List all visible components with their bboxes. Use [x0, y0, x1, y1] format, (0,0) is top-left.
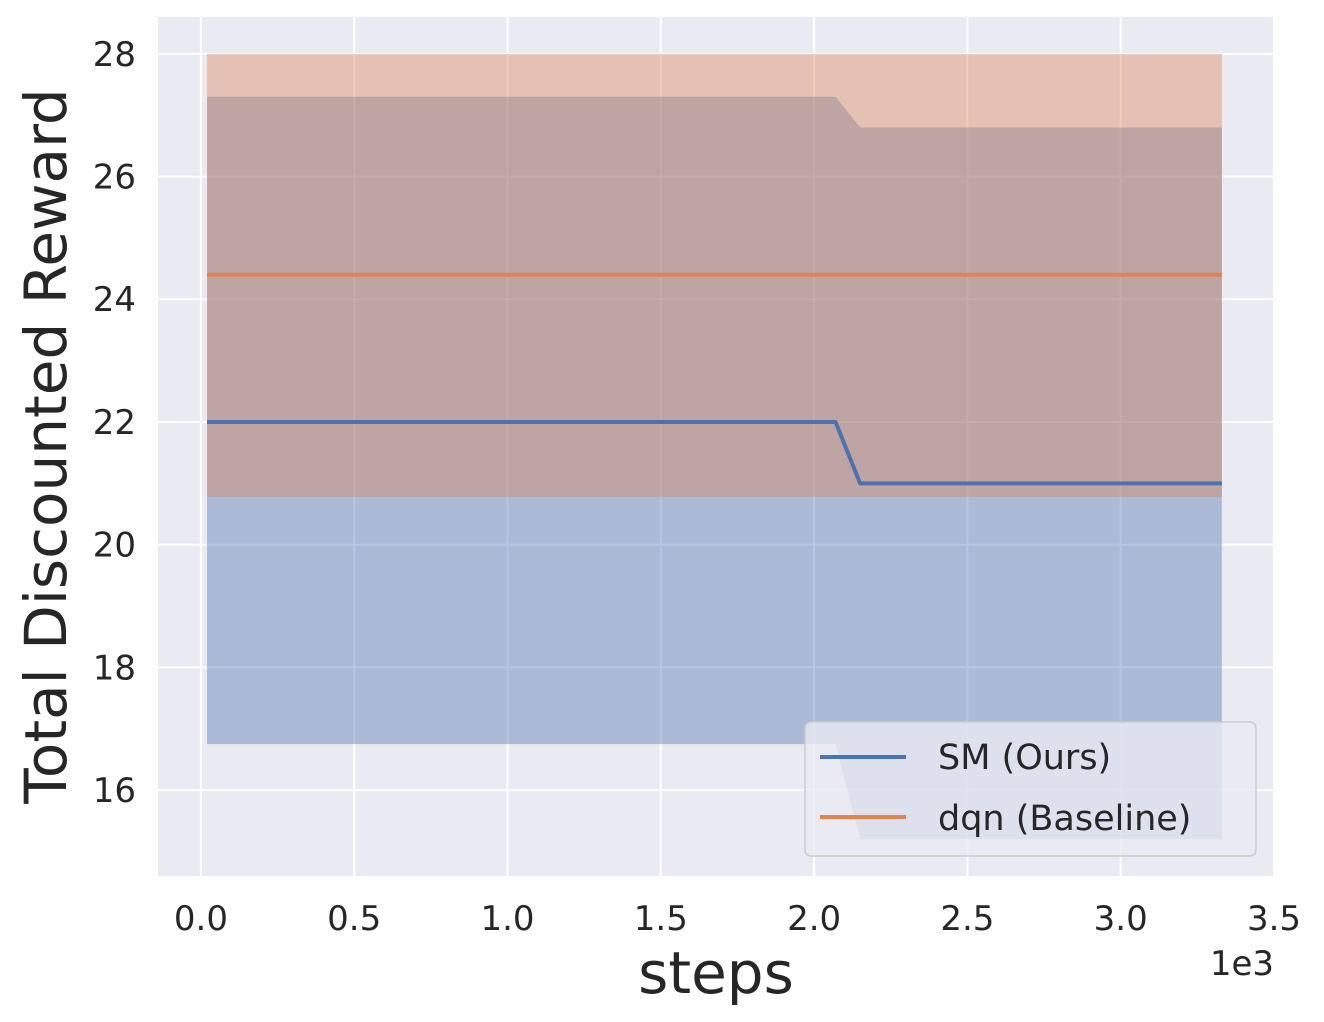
y-tick-label: 20 [93, 526, 136, 566]
y-tick-label: 24 [93, 280, 136, 320]
y-tick-label: 16 [93, 771, 136, 811]
x-tick-label: 1.5 [634, 899, 688, 939]
legend-label-dqn: dqn (Baseline) [938, 799, 1191, 839]
x-tick-label: 3.0 [1094, 899, 1148, 939]
x-axis-label: steps [638, 939, 794, 1007]
x-tick-label: 0.0 [174, 899, 228, 939]
y-tick-label: 26 [93, 158, 136, 198]
x-tick-label: 1.0 [480, 899, 534, 939]
x-tick-label: 0.5 [327, 899, 381, 939]
series-line-0 [207, 419, 1222, 486]
series-lines [207, 272, 1222, 486]
x-tick-label: 2.5 [940, 899, 994, 939]
x-offset-label: 1e3 [1210, 944, 1274, 984]
y-tick-label: 22 [93, 403, 136, 443]
grid [158, 17, 1275, 876]
legend-box [804, 721, 1257, 857]
y-tick-labels: 16 18 20 22 24 26 28 [93, 35, 136, 811]
legend-label-sm: SM (Ours) [938, 738, 1111, 778]
x-tick-label: 2.0 [787, 899, 841, 939]
y-tick-label: 18 [93, 648, 136, 688]
band-0 [207, 96, 1222, 840]
x-tick-labels: 0.0 0.5 1.0 1.5 2.0 2.5 3.0 3.5 [174, 899, 1301, 939]
x-tick-label: 3.5 [1247, 899, 1301, 939]
legend: SM (Ours) dqn (Baseline) [804, 721, 1257, 857]
y-tick-label: 28 [93, 35, 136, 75]
y-axis-label: Total Discounted Reward [12, 88, 80, 804]
